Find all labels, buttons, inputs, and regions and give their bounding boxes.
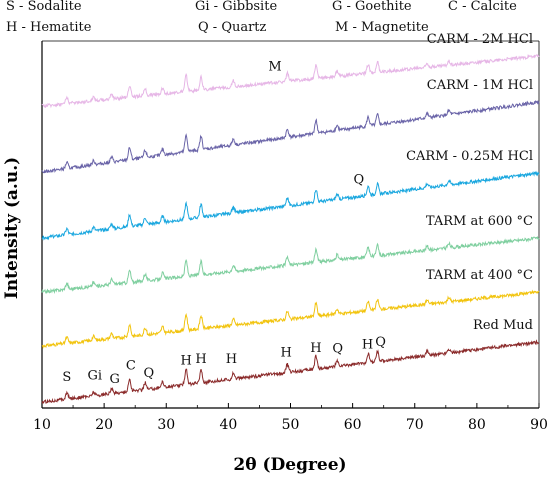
peak-label-7: H <box>226 352 237 367</box>
legend-calcite: C - Calcite <box>448 0 517 14</box>
peak-label-0: S <box>62 370 71 385</box>
peak-label-12: Q <box>375 335 386 350</box>
peak-label-6: H <box>195 352 206 367</box>
peak-label-4: Q <box>144 366 155 381</box>
x-tick-label-50: 50 <box>282 417 300 433</box>
legend-gibbsite: Gi - Gibbsite <box>195 0 278 14</box>
series-label-4: CARM - 1M HCl <box>427 78 533 93</box>
series-label-2: TARM at 600 °C <box>426 214 533 229</box>
series-label-1: TARM at 400 °C <box>426 268 533 283</box>
legend-sodalite: S - Sodalite <box>6 0 82 14</box>
series-line-0 <box>41 339 540 405</box>
series-line-5 <box>41 53 540 109</box>
x-tick-label-70: 70 <box>406 417 424 433</box>
x-tick-label-90: 90 <box>530 417 548 433</box>
peak-label-1: Gi <box>88 369 103 384</box>
x-tick-label-40: 40 <box>219 417 237 433</box>
plot-area: 10 20 30 40 50 60 70 80 90 Red Mud TARM at 400 °C T… <box>33 32 548 433</box>
series-label-5: CARM - 2M HCl <box>427 32 533 47</box>
peak-label-5: H <box>180 354 191 369</box>
peak-label-3: C <box>126 358 136 373</box>
peak-label-14: M <box>268 60 281 75</box>
x-tick-label-60: 60 <box>344 417 362 433</box>
x-tick-label-30: 30 <box>157 417 175 433</box>
x-tick-label-20: 20 <box>95 417 113 433</box>
x-tick-label-80: 80 <box>468 417 486 433</box>
y-axis-label: Intensity (a.u.) <box>2 157 22 299</box>
peak-label-11: H <box>362 338 373 353</box>
legend-quartz: Q - Quartz <box>198 20 267 35</box>
peak-label-10: Q <box>332 341 343 356</box>
peak-label-9: H <box>310 341 321 356</box>
peak-label-13: Q <box>354 173 365 188</box>
series-label-0: Red Mud <box>473 318 533 333</box>
peak-label-2: G <box>109 372 119 387</box>
series-line-2 <box>41 235 540 295</box>
legend-magnetite: M - Magnetite <box>335 20 429 35</box>
legend-hematite: H - Hematite <box>6 20 92 35</box>
series-line-4 <box>41 100 540 174</box>
x-axis-label: 2θ (Degree) <box>233 455 346 475</box>
series-line-3 <box>41 170 540 241</box>
series-label-3: CARM - 0.25M HCl <box>406 149 533 164</box>
legend-goethite: G - Goethite <box>332 0 412 14</box>
peak-label-8: H <box>280 346 291 361</box>
x-tick-label-10: 10 <box>33 417 51 433</box>
series-line-1 <box>41 289 540 350</box>
